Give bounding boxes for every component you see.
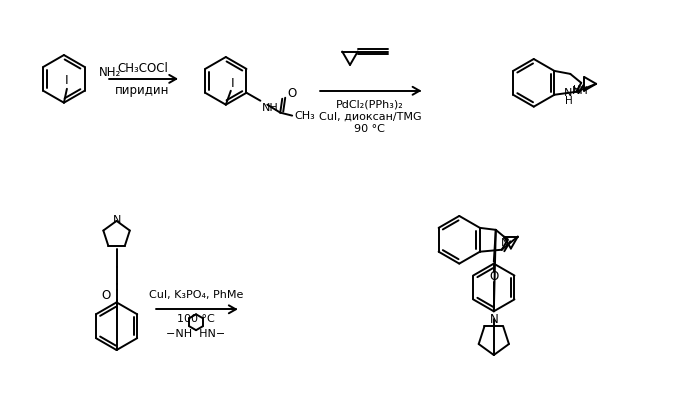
Text: PdCl₂(PPh₃)₂: PdCl₂(PPh₃)₂ bbox=[336, 100, 404, 110]
Text: H: H bbox=[565, 96, 573, 106]
Text: I: I bbox=[115, 310, 118, 323]
Text: I: I bbox=[65, 74, 69, 87]
Text: NH₂: NH₂ bbox=[99, 66, 121, 79]
Text: H: H bbox=[573, 85, 581, 95]
Text: O: O bbox=[489, 270, 498, 283]
Text: NH: NH bbox=[572, 86, 589, 96]
Text: N: N bbox=[489, 313, 498, 326]
Text: NH: NH bbox=[262, 103, 279, 113]
Text: N: N bbox=[113, 215, 121, 225]
Text: I: I bbox=[231, 77, 235, 90]
Text: CuI, диоксан/TMG: CuI, диоксан/TMG bbox=[319, 112, 421, 122]
Text: 90 °C: 90 °C bbox=[354, 124, 385, 134]
Text: CuI, K₃PO₄, PhMe: CuI, K₃PO₄, PhMe bbox=[149, 290, 243, 300]
Text: пиридин: пиридин bbox=[115, 84, 170, 97]
Text: CH₃COCl: CH₃COCl bbox=[117, 62, 168, 76]
Text: 100 °C: 100 °C bbox=[177, 314, 215, 324]
Text: CH₃: CH₃ bbox=[294, 111, 315, 121]
Text: O: O bbox=[101, 289, 110, 302]
Text: −NH  HN−: −NH HN− bbox=[166, 329, 226, 339]
Text: O: O bbox=[287, 87, 296, 100]
Text: N: N bbox=[500, 238, 509, 248]
Text: N: N bbox=[564, 88, 572, 98]
